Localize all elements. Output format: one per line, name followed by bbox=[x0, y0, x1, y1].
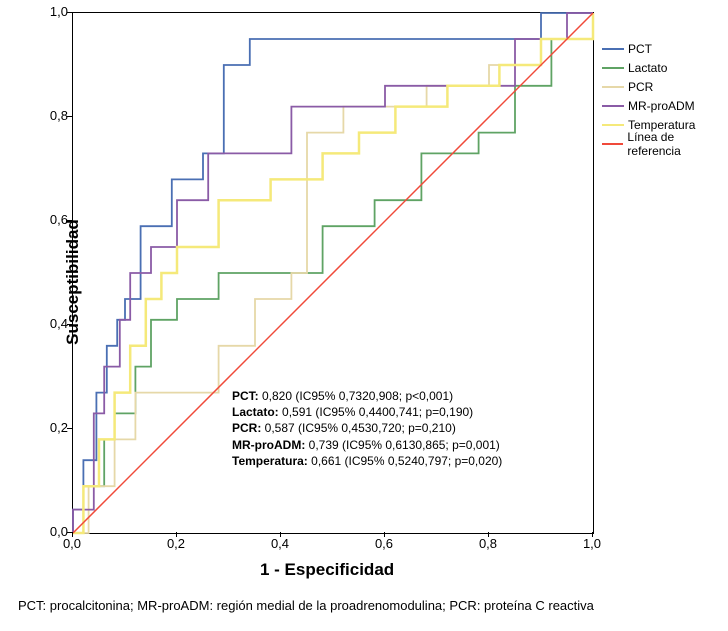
stat-line: Lactato: 0,591 (IC95% 0,4400,741; p=0,19… bbox=[232, 404, 502, 420]
x-tick-label: 0,6 bbox=[369, 536, 399, 551]
legend-item-mr-proadm: MR-proADM bbox=[602, 97, 728, 115]
x-tick-label: 0,8 bbox=[473, 536, 503, 551]
legend-label: Línea de referencia bbox=[627, 130, 728, 158]
x-axis-label: 1 - Especificidad bbox=[260, 560, 394, 580]
y-tick-label: 1,0 bbox=[38, 4, 68, 19]
legend-item-lactato: Lactato bbox=[602, 59, 728, 77]
stat-label: Temperatura: bbox=[232, 454, 311, 468]
y-axis-label: Susceptibilidad bbox=[63, 219, 83, 345]
y-tick-label: 0,2 bbox=[38, 420, 68, 435]
x-tick-label: 0,2 bbox=[161, 536, 191, 551]
stat-value: 0,587 (IC95% 0,4530,720; p=0,210) bbox=[265, 421, 456, 435]
stat-value: 0,591 (IC95% 0,4400,741; p=0,190) bbox=[282, 405, 473, 419]
legend-item-pct: PCT bbox=[602, 40, 728, 58]
legend-label: MR-proADM bbox=[628, 99, 695, 113]
legend-label: PCR bbox=[628, 80, 653, 94]
legend-swatch bbox=[602, 143, 623, 145]
legend-swatch bbox=[602, 67, 624, 69]
stats-text: PCT: 0,820 (IC95% 0,7320,908; p<0,001)La… bbox=[232, 388, 502, 469]
legend-label: Lactato bbox=[628, 61, 667, 75]
x-tick-label: 0,4 bbox=[265, 536, 295, 551]
stat-line: PCR: 0,587 (IC95% 0,4530,720; p=0,210) bbox=[232, 420, 502, 436]
footnote: PCT: procalcitonina; MR-proADM: región m… bbox=[18, 598, 594, 613]
legend: PCTLactatoPCRMR-proADMTemperaturaLínea d… bbox=[602, 40, 728, 154]
legend-item-reference: Línea de referencia bbox=[602, 135, 728, 153]
roc-chart: 0,00,20,40,60,81,0 0,00,20,40,60,81,0 Su… bbox=[0, 0, 728, 631]
legend-swatch bbox=[602, 48, 624, 50]
legend-label: PCT bbox=[628, 42, 652, 56]
legend-swatch bbox=[602, 86, 624, 88]
x-tick-label: 0,0 bbox=[57, 536, 87, 551]
stat-label: PCT: bbox=[232, 389, 262, 403]
stat-label: Lactato: bbox=[232, 405, 282, 419]
stat-value: 0,739 (IC95% 0,6130,865; p=0,001) bbox=[309, 438, 500, 452]
stat-label: PCR: bbox=[232, 421, 265, 435]
stat-line: MR-proADM: 0,739 (IC95% 0,6130,865; p=0,… bbox=[232, 437, 502, 453]
legend-swatch bbox=[602, 124, 624, 127]
stat-line: PCT: 0,820 (IC95% 0,7320,908; p<0,001) bbox=[232, 388, 502, 404]
y-tick-label: 0,8 bbox=[38, 108, 68, 123]
legend-swatch bbox=[602, 105, 624, 107]
stat-value: 0,820 (IC95% 0,7320,908; p<0,001) bbox=[262, 389, 453, 403]
x-tick-label: 1,0 bbox=[577, 536, 607, 551]
stat-line: Temperatura: 0,661 (IC95% 0,5240,797; p=… bbox=[232, 453, 502, 469]
legend-item-pcr: PCR bbox=[602, 78, 728, 96]
stat-label: MR-proADM: bbox=[232, 438, 309, 452]
stat-value: 0,661 (IC95% 0,5240,797; p=0,020) bbox=[311, 454, 502, 468]
